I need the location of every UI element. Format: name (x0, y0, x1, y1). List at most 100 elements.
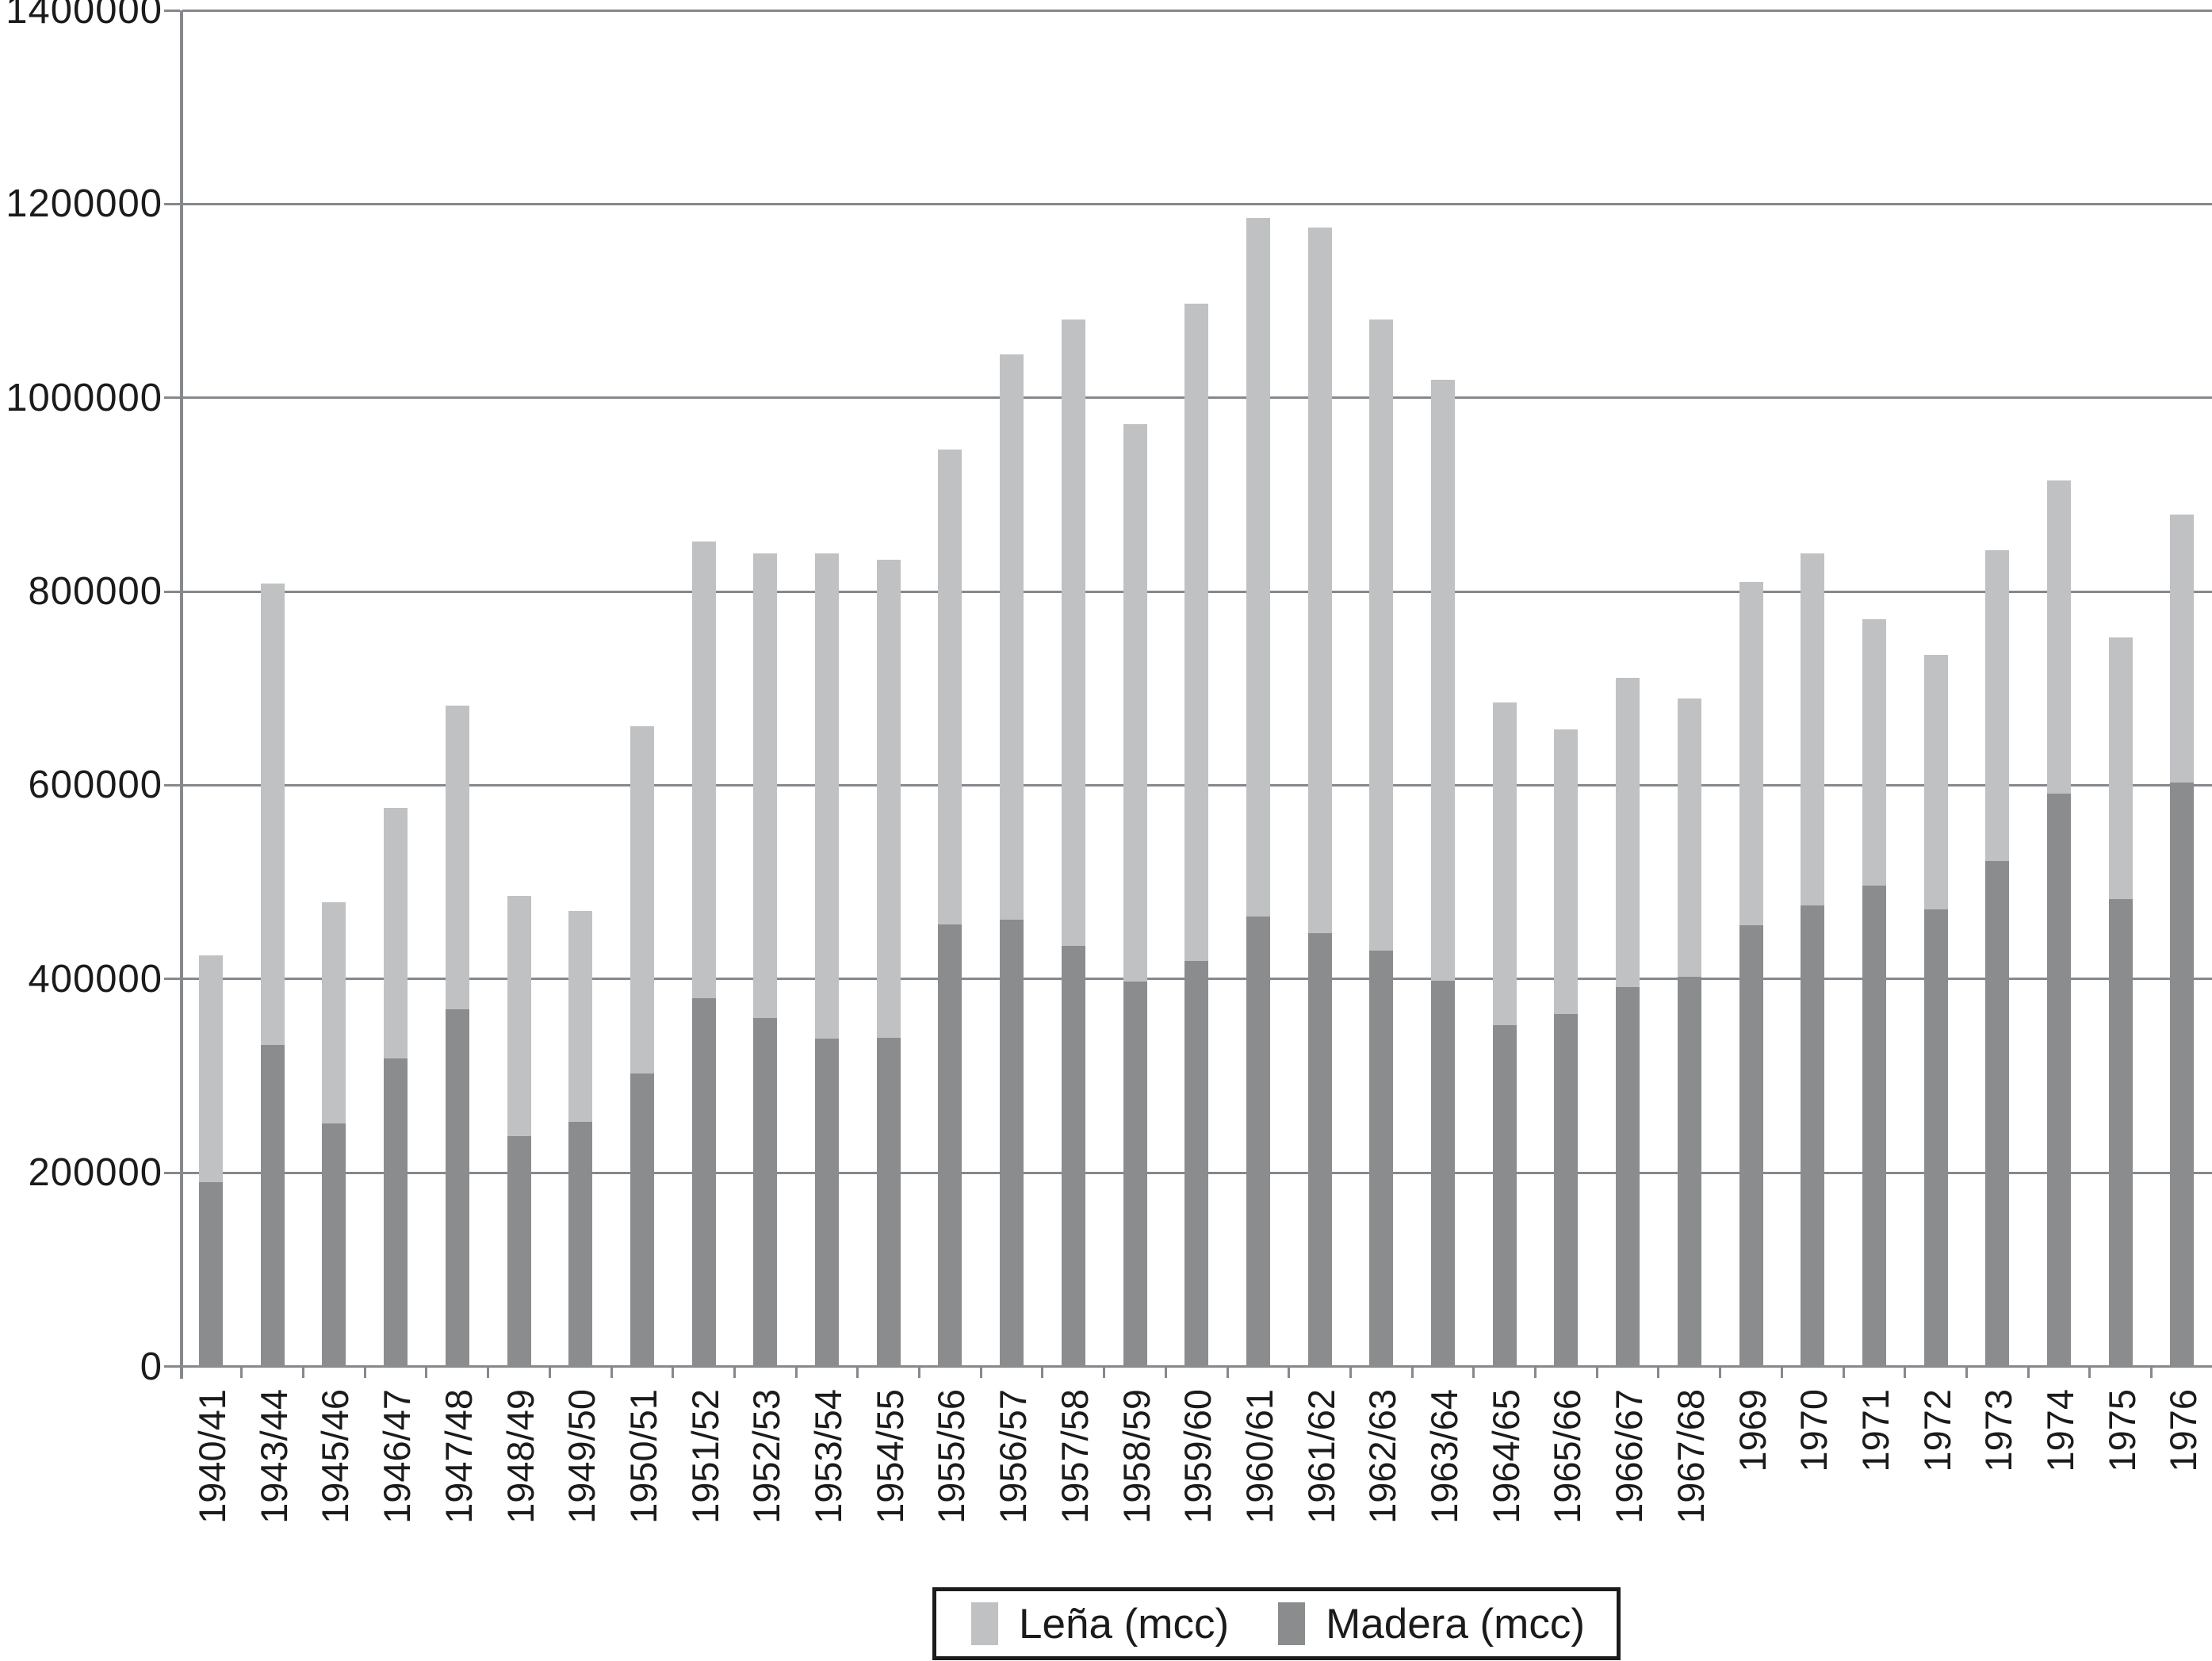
x-tick-label: 1973 (1977, 1389, 2020, 1472)
bar-segment-lena (630, 726, 654, 1074)
bar-1958/59 (1123, 424, 1147, 1367)
x-tick-label: 1961/62 (1299, 1389, 1342, 1524)
bar-1952/53 (753, 553, 778, 1367)
x-tick-mark (672, 1366, 675, 1378)
x-tick-mark (240, 1366, 243, 1378)
bar-1973 (1985, 550, 2010, 1367)
x-tick-label: 1972 (1915, 1389, 1958, 1472)
bar-segment-lena (1677, 698, 1701, 977)
x-tick-mark (1103, 1366, 1106, 1378)
bar-segment-lena (1862, 618, 1886, 886)
bar-segment-madera (753, 1018, 778, 1367)
x-tick-label: 1971 (1854, 1389, 1896, 1472)
x-tick-label: 1963/64 (1423, 1389, 1465, 1524)
bar-segment-madera (445, 1009, 469, 1367)
x-tick-mark (1288, 1366, 1291, 1378)
bar-1976 (2170, 514, 2195, 1367)
bar-segment-lena (1000, 354, 1024, 920)
x-tick-label: 1974 (2039, 1389, 2081, 1472)
y-axis-line (180, 10, 183, 1379)
bar-1974 (2047, 480, 2071, 1367)
bar-segment-lena (938, 449, 962, 924)
x-tick-mark (856, 1366, 859, 1378)
x-tick-mark (363, 1366, 366, 1378)
y-tick-label: 200000 (28, 1151, 163, 1195)
x-tick-mark (1041, 1366, 1044, 1378)
bar-segment-lena (2170, 514, 2195, 783)
x-tick-label: 1951/52 (683, 1389, 726, 1524)
bar-segment-lena (876, 560, 901, 1038)
bar-segment-madera (507, 1136, 531, 1367)
bar-1954/55 (876, 560, 901, 1367)
bar-1955/56 (938, 449, 962, 1367)
y-tick-mark (164, 978, 180, 981)
gridline-1400000 (182, 9, 2212, 12)
bar-segment-madera (630, 1073, 654, 1367)
bar-1946/47 (384, 808, 408, 1367)
y-tick-mark (164, 1365, 180, 1368)
bar-1963/64 (1431, 380, 1455, 1367)
x-tick-label: 1969 (1731, 1389, 1774, 1472)
y-tick-label: 1000000 (6, 376, 163, 419)
y-tick-mark (164, 9, 180, 12)
x-tick-mark (1842, 1366, 1845, 1378)
bar-segment-madera (199, 1181, 223, 1367)
bar-segment-madera (1492, 1024, 1517, 1367)
bar-segment-madera (815, 1038, 839, 1367)
bar-1964/65 (1492, 702, 1517, 1367)
y-tick-label: 400000 (28, 957, 163, 1001)
x-tick-label: 1947/48 (437, 1389, 480, 1524)
bar-1943/44 (260, 583, 285, 1367)
bar-1953/54 (815, 553, 839, 1367)
legend-swatch-lena (971, 1602, 999, 1645)
x-tick-label: 1948/49 (499, 1389, 542, 1524)
bar-segment-lena (384, 808, 408, 1059)
x-tick-label: 1962/63 (1361, 1389, 1404, 1524)
bar-segment-madera (1739, 924, 1763, 1367)
bar-1965/66 (1554, 729, 1579, 1367)
bar-segment-lena (1246, 217, 1270, 917)
bar-segment-madera (1554, 1014, 1579, 1367)
x-tick-label: 1954/55 (868, 1389, 911, 1524)
bar-segment-madera (1431, 980, 1455, 1367)
x-tick-mark (2088, 1366, 2091, 1378)
legend: Leña (mcc) Madera (mcc) (932, 1587, 1621, 1660)
x-tick-label: 1950/51 (622, 1389, 664, 1524)
bar-1961/62 (1307, 228, 1332, 1367)
bar-segment-madera (1307, 932, 1332, 1367)
x-tick-label: 1945/46 (314, 1389, 357, 1524)
bar-segment-madera (1369, 950, 1394, 1367)
bar-segment-lena (2108, 637, 2133, 899)
bar-1945/46 (322, 901, 346, 1367)
plot-area (182, 9, 2212, 1368)
bar-1972 (1923, 655, 1948, 1367)
x-tick-mark (548, 1366, 551, 1378)
bar-segment-madera (1246, 916, 1270, 1367)
bar-segment-lena (1307, 228, 1332, 933)
x-tick-label: 1953/54 (807, 1389, 849, 1524)
x-tick-mark (979, 1366, 982, 1378)
x-tick-mark (1164, 1366, 1167, 1378)
bar-segment-lena (568, 910, 593, 1122)
x-tick-mark (1904, 1366, 1907, 1378)
y-tick-mark (164, 396, 180, 400)
bar-segment-lena (1554, 729, 1579, 1015)
y-tick-label: 0 (140, 1345, 163, 1388)
bar-1962/63 (1369, 320, 1394, 1367)
x-tick-mark (1349, 1366, 1352, 1378)
x-tick-label: 1970 (1793, 1389, 1835, 1472)
bar-segment-madera (1677, 976, 1701, 1367)
bar-segment-lena (1985, 550, 2010, 862)
bar-segment-madera (938, 924, 962, 1367)
bar-1975 (2108, 637, 2133, 1367)
x-tick-mark (2150, 1366, 2153, 1378)
bar-1940/41 (199, 955, 223, 1367)
x-tick-mark (794, 1366, 798, 1378)
x-tick-label: 1943/44 (252, 1389, 295, 1524)
bar-1969 (1739, 582, 1763, 1367)
bar-segment-madera (1923, 909, 1948, 1367)
bar-segment-lena (1369, 320, 1394, 951)
x-tick-label: 1955/56 (930, 1389, 973, 1524)
bar-segment-madera (1123, 981, 1147, 1367)
